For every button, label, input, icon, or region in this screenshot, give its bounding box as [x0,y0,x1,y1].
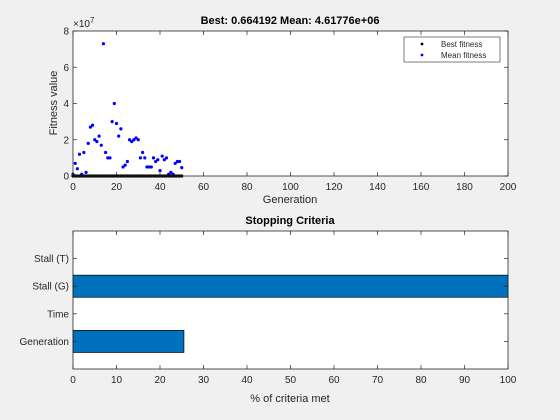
mean-fitness-point [180,166,184,170]
mean-fitness-point [162,158,166,162]
mean-fitness-point [73,161,77,165]
mean-fitness-point [143,156,147,160]
stopping-bar [72,330,185,353]
legend-label-best: Best fitness [441,40,482,49]
mean-fitness-point [110,120,114,124]
fitness-x-tick-label: 140 [369,182,386,193]
fitness-xlabel: Generation [263,194,317,206]
stopping-x-tick-label: 50 [285,375,297,386]
y-exponent-power: 7 [90,16,95,25]
mean-fitness-point [77,152,82,156]
mean-fitness-point [164,156,169,160]
stopping-x-tick-label: 0 [70,375,76,386]
mean-fitness-point [117,134,121,138]
fitness-x-tick-label: 200 [500,182,517,193]
mean-fitness-point [173,161,177,165]
mean-fitness-point [119,127,123,131]
mean-fitness-point [97,134,101,138]
mean-fitness-point [177,159,182,164]
stopping-bars [72,274,509,353]
stopping-x-tick-label: 80 [415,375,427,386]
stopping-x-tick-label: 100 [500,375,517,386]
stopping-category-label: Stall (G) [32,282,69,293]
stopping-tick-labels: 0 10 20 30 40 50 60 70 80 90 100 [70,375,517,386]
mean-fitness-point [90,123,95,127]
stopping-category-label: Generation [20,337,69,348]
fitness-y-tick-label: 4 [63,99,69,110]
stopping-bar [72,274,509,298]
mean-fitness-point [75,167,79,171]
fitness-x-tick-label: 100 [282,182,299,193]
mean-fitness-point [138,156,143,160]
fitness-x-tick-label: 40 [154,182,166,193]
stopping-x-tick-label: 90 [459,375,471,386]
mean-fitness-point [93,138,97,142]
stopping-x-tick-label: 10 [111,375,123,386]
mean-fitness-point [160,154,164,158]
mean-fitness-point [95,139,99,144]
mean-fitness-point [108,156,112,160]
fitness-y-tick-label: 2 [63,135,69,146]
mean-fitness-point [169,170,173,174]
stopping-category-label: Time [47,309,69,320]
fitness-plot-frame [72,30,509,177]
legend-marker-mean [420,53,424,57]
mean-fitness-point [112,101,116,106]
mean-fitness-point [86,141,90,145]
fitness-x-tick-label: 160 [413,182,430,193]
mean-fitness-point [99,143,103,147]
mean-fitness-point [114,121,119,126]
legend-box [403,36,501,63]
mean-fitness-point [88,125,92,129]
legend-marker-best [420,42,424,46]
mean-fitness-point [154,159,158,164]
mean-fitness-point [158,168,162,173]
mean-fitness-point [121,165,125,169]
stopping-xlabel: % of criteria met [250,393,329,405]
stopping-category-label: Stall (T) [34,254,69,265]
fitness-y-tick-label: 6 [63,63,69,74]
y-exponent-label: ×107 [73,16,95,30]
fitness-x-tick-label: 180 [456,182,473,193]
fitness-plot: Best: 0.664192 Mean: 4.61776e+06 0 20 40 60… [48,15,517,206]
fitness-x-tick-label: 0 [70,182,76,193]
fitness-x-tick-label: 20 [111,182,123,193]
fitness-tick-labels: 0 20 40 60 80 100 120 140 160 180 200 0 2 4 6 8 [63,27,516,194]
mean-fitness-point [149,165,153,169]
mean-fitness-point [127,138,132,142]
mean-fitness-point [101,42,106,46]
mean-fitness-point [134,136,138,140]
mean-fitness-point [104,150,108,155]
mean-fitness-point [125,159,129,164]
mean-fitness-point [132,138,136,142]
fitness-ylabel: Fitness value [48,71,60,136]
y-exponent-base: ×10 [73,19,90,30]
fitness-x-tick-label: 60 [198,182,210,193]
fitness-plot-title: Best: 0.664192 Mean: 4.61776e+06 [201,15,380,27]
mean-fitness-point [123,163,127,167]
stopping-x-tick-label: 70 [372,375,384,386]
stopping-x-tick-label: 30 [198,375,210,386]
mean-fitness-point [82,150,86,155]
stopping-criteria-title: Stopping Criteria [245,215,335,227]
mean-fitness-point [151,156,156,160]
mean-fitness-point [84,170,88,174]
stopping-x-tick-label: 20 [154,375,166,386]
fitness-legend: Best fitness Mean fitness [403,36,501,63]
fitness-y-tick-label: 0 [63,172,69,183]
stopping-x-tick-label: 40 [241,375,253,386]
stopping-x-tick-label: 60 [328,375,340,386]
mean-fitness-point [136,138,140,142]
stopping-criteria-plot: Stopping Criteria 0 10 20 30 40 50 60 70 80 90 100… [20,215,517,405]
mean-fitness-point [156,158,160,162]
stopping-category-labels: Stall (T) Stall (G) Time Generation [20,254,70,348]
fitness-x-tick-label: 120 [326,182,343,193]
fitness-x-tick-label: 80 [241,182,253,193]
mean-fitness-point [141,150,145,155]
legend-label-mean: Mean fitness [441,51,486,60]
stopping-plot-frame [72,230,509,370]
mean-fitness-point [130,139,134,144]
fitness-y-tick-label: 8 [63,27,69,38]
